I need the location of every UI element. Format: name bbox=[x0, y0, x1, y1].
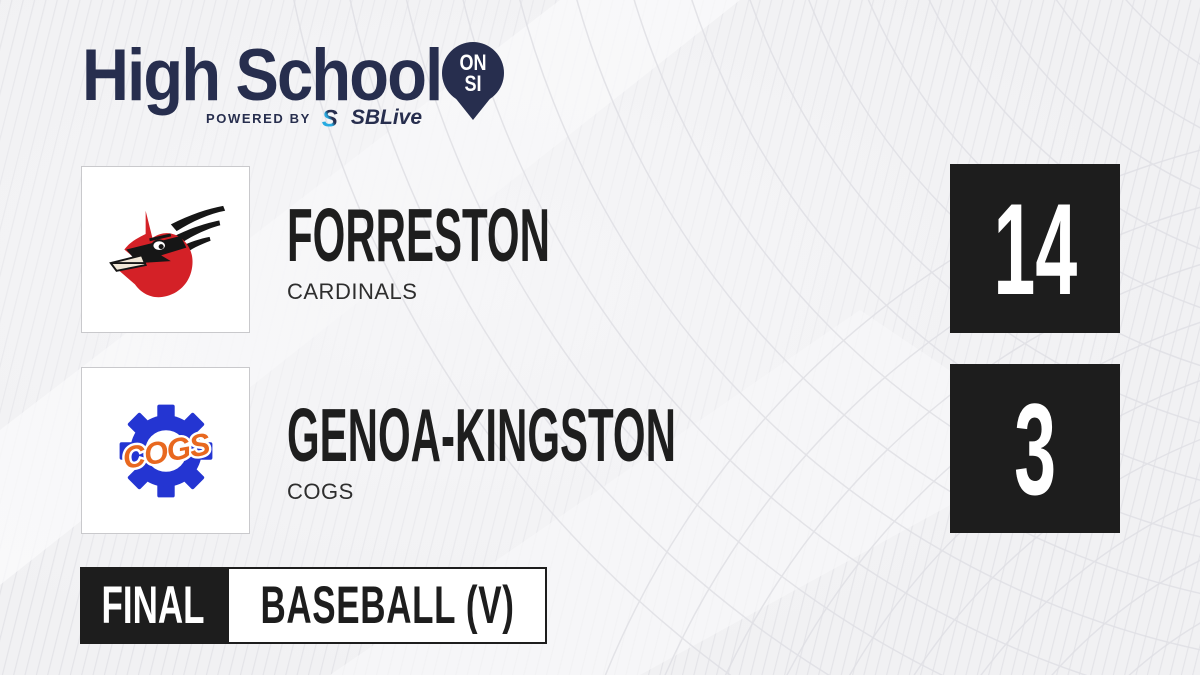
event-label: BASEBALL (V) bbox=[259, 576, 515, 635]
event-badge: BASEBALL (V) bbox=[227, 567, 547, 644]
pin-text-si: SI bbox=[464, 72, 481, 96]
score-box-genoa-kingston: 3 bbox=[950, 364, 1120, 533]
svg-text:S: S bbox=[322, 106, 338, 130]
brand-title: High School bbox=[82, 35, 443, 116]
score-box-forreston: 14 bbox=[950, 164, 1120, 333]
status-label: FINAL bbox=[102, 576, 205, 635]
team-mascot: COGS bbox=[287, 479, 354, 504]
team-mascot: CARDINALS bbox=[287, 279, 418, 304]
sblive-s-icon: S bbox=[322, 106, 338, 130]
team-logo-box: COGS bbox=[81, 367, 250, 534]
sblive-wordmark: SBLive bbox=[350, 106, 423, 129]
cardinal-head-icon bbox=[108, 205, 225, 297]
powered-by-row: POWERED BY S SBLive bbox=[206, 106, 422, 130]
team-text-genoa-kingston: GENOA-KINGSTON COGS bbox=[287, 398, 981, 505]
powered-by-label: POWERED BY bbox=[206, 110, 311, 126]
team-score: 3 bbox=[1014, 375, 1056, 522]
team-name: FORRESTON bbox=[287, 193, 550, 277]
team-score: 14 bbox=[993, 175, 1077, 322]
status-badge: FINAL bbox=[80, 567, 227, 644]
gear-logo-text: COGS bbox=[120, 426, 213, 476]
team-text-forreston: FORRESTON CARDINALS bbox=[287, 198, 756, 305]
cogs-gear-icon: COGS bbox=[117, 404, 215, 497]
pin-text-on: ON bbox=[459, 51, 486, 75]
team-logo-box bbox=[81, 166, 250, 333]
on-si-pin-icon: ON SI bbox=[442, 42, 504, 120]
team-name: GENOA-KINGSTON bbox=[287, 393, 676, 477]
